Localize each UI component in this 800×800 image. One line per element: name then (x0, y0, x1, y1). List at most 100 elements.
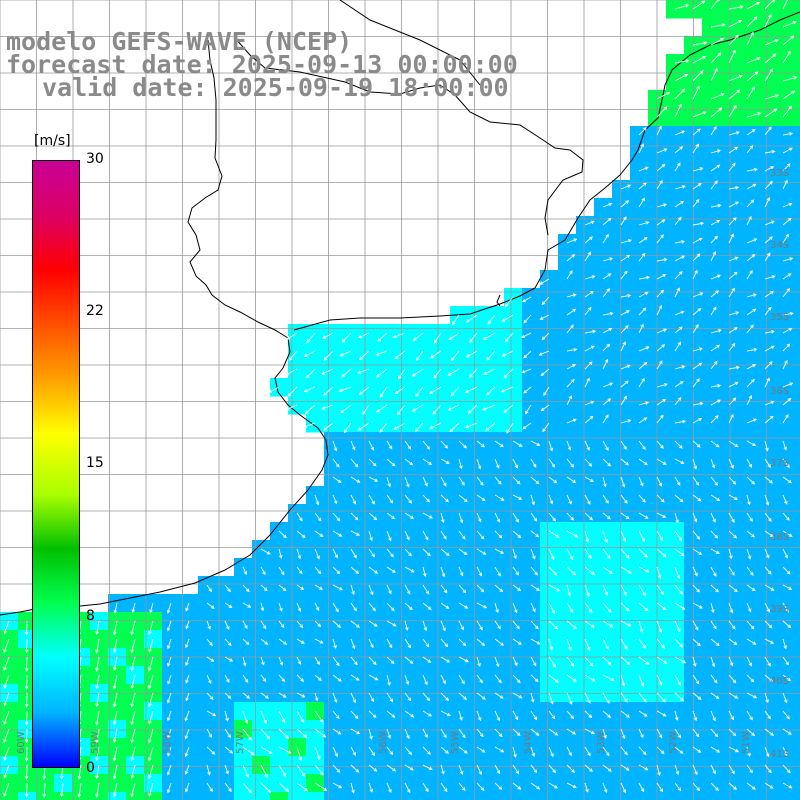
wind-arrow (710, 68, 718, 82)
wind-arrow (323, 350, 334, 361)
wind-arrow (314, 566, 322, 574)
wind-arrow-head (788, 586, 793, 590)
wind-cell (630, 252, 649, 271)
wind-arrow-head (210, 605, 215, 609)
wind-cell (522, 414, 541, 433)
wind-cell (486, 792, 505, 800)
wind-arrow-head (645, 569, 650, 573)
wind-arrow (620, 364, 631, 370)
wind-arrow-head (769, 236, 773, 240)
wind-arrow-head (373, 768, 378, 772)
wind-arrow-head (297, 661, 302, 665)
wind-arrow-head (374, 677, 379, 681)
wind-arrow-head (714, 482, 719, 486)
wind-arrow-head (696, 253, 701, 258)
wind-arrow-head (407, 789, 411, 794)
wind-arrow-head (720, 92, 725, 97)
wind-arrow-head (640, 323, 644, 328)
wind-arrow-head (242, 662, 247, 667)
lon-label: 51W (741, 731, 752, 754)
wind-arrow-head (244, 625, 248, 630)
wind-arrow-head (498, 480, 502, 485)
wind-arrow (386, 692, 393, 702)
wind-arrow-head (662, 606, 667, 611)
wind-cell (432, 792, 451, 800)
wind-arrow (674, 271, 683, 280)
wind-arrow (483, 332, 496, 340)
wind-arrow-head (701, 0, 706, 5)
wind-arrow (710, 415, 719, 424)
wind-arrow-head (540, 407, 545, 412)
wind-arrow-head (698, 418, 703, 422)
wind-arrow (321, 368, 334, 375)
wind-arrow-head (734, 695, 739, 699)
wind-arrow-head (750, 199, 755, 204)
wind-arrow (746, 728, 755, 736)
wind-arrow-head (748, 215, 752, 220)
wind-arrow-head (775, 94, 780, 98)
wind-arrow-head (784, 359, 788, 364)
wind-arrow-head (247, 604, 252, 608)
wind-arrow-head (442, 680, 446, 685)
wind-arrow (96, 620, 100, 635)
wind-arrow (350, 746, 356, 756)
wind-arrow-head (500, 443, 504, 448)
wind-arrow-head (625, 515, 630, 520)
wind-arrow-head (376, 373, 380, 378)
wind-arrow (764, 68, 773, 82)
wind-arrow (710, 180, 718, 190)
wind-arrow (746, 254, 755, 262)
wind-arrow (566, 728, 576, 735)
wind-arrow (746, 674, 754, 682)
wind-cell (540, 792, 559, 800)
wind-arrow (148, 746, 154, 761)
wind-arrow-head (626, 714, 630, 718)
wind-arrow (764, 307, 772, 316)
wind-cell (432, 378, 451, 397)
wind-arrow (656, 674, 663, 686)
wind-arrow-head (243, 571, 247, 575)
wind-arrow-head (432, 410, 436, 415)
wind-arrow-head (336, 662, 340, 667)
wind-arrow (728, 381, 738, 388)
wind-arrow-head (525, 410, 529, 415)
wind-arrow-head (658, 304, 663, 309)
wind-arrow (674, 692, 684, 701)
wind-cell (378, 792, 397, 800)
wind-arrow-head (536, 641, 541, 645)
wind-arrow (764, 181, 773, 190)
wind-arrow-head (352, 500, 356, 505)
wind-arrow (224, 746, 233, 754)
wind-arrow (323, 386, 334, 396)
wind-arrow (746, 168, 758, 172)
colorbar-tick-22: 22 (86, 303, 104, 319)
wind-cell (702, 252, 721, 271)
wind-arrow-head (753, 418, 757, 422)
wind-arrow (620, 184, 631, 190)
wind-arrow (782, 458, 790, 468)
wind-cell (54, 792, 73, 800)
colorbar (32, 160, 80, 768)
wind-arrow-head (95, 685, 99, 690)
wind-arrow-head (303, 388, 308, 393)
wind-arrow (242, 692, 250, 699)
wind-cell (702, 792, 721, 800)
wind-cell (324, 360, 343, 379)
wind-arrow (386, 656, 395, 664)
wind-arrow (131, 656, 136, 671)
wind-arrow (206, 584, 212, 592)
wind-arrow-head (718, 107, 723, 111)
wind-cell (756, 198, 775, 217)
wind-arrow-head (336, 570, 341, 575)
wind-arrow-head (317, 517, 322, 522)
wind-arrow (422, 638, 430, 647)
wind-arrow-head (698, 237, 703, 242)
wind-arrow (350, 782, 355, 793)
wind-arrow (548, 566, 557, 576)
wind-arrow-head (3, 739, 7, 744)
wind-arrow (260, 728, 270, 740)
wind-arrow-head (516, 480, 521, 485)
wind-arrow-head (765, 699, 769, 704)
wind-arrow (638, 417, 647, 424)
wind-cell (522, 342, 541, 361)
